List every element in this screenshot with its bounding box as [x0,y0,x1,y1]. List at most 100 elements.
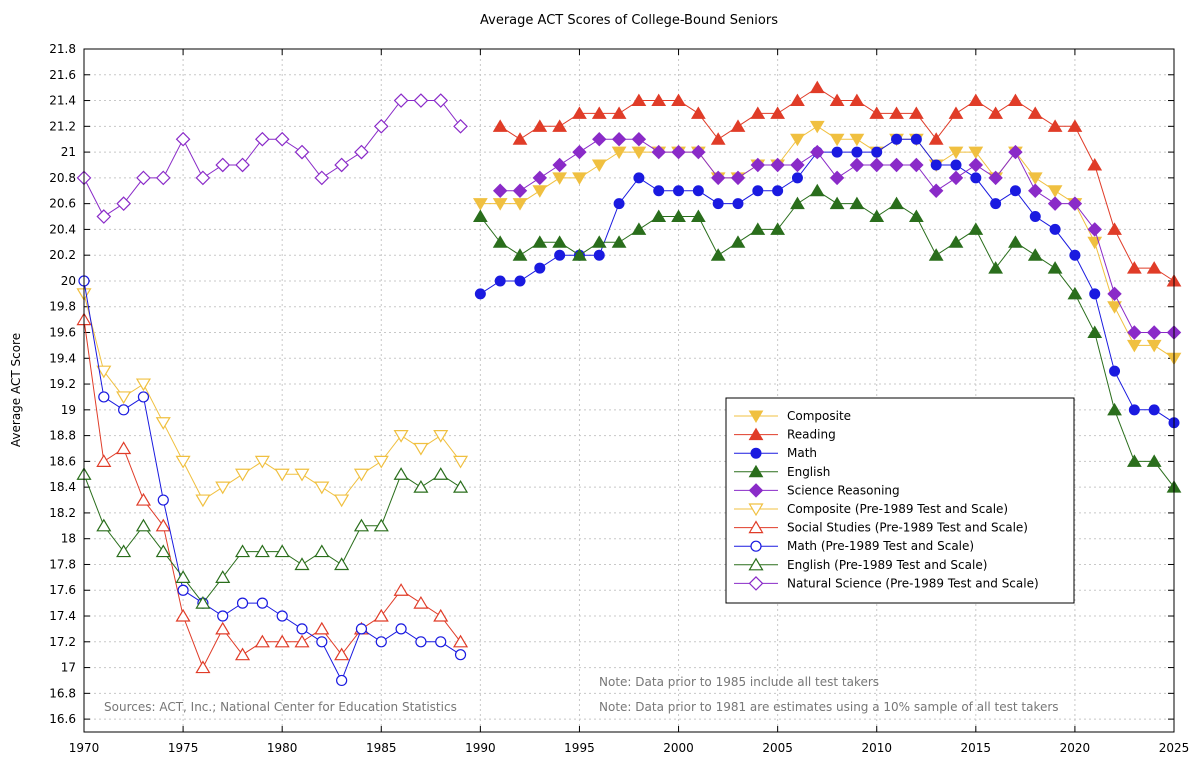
data-point [810,144,825,160]
data-point [732,198,744,210]
legend-item: Natural Science (Pre-1989 Test and Scale… [734,576,1039,591]
data-point [296,623,308,635]
data-point [254,455,270,469]
data-point [512,248,528,261]
data-point [572,172,587,185]
data-point [710,170,726,186]
data-point [334,157,349,173]
data-point [552,235,568,248]
data-point [236,597,249,609]
data-point [651,93,667,107]
data-point [710,132,726,145]
axis-ticks: 1970 1975 1980 1985 1990 1995 2000 2005 2010 2015… [49,42,1189,755]
data-point [274,131,290,147]
data-point [750,157,766,173]
series-5 [76,288,469,508]
data-point [373,455,389,469]
legend: Composite Reading Math English Science Reaso… [725,397,1075,604]
data-point [988,170,1003,186]
y-tick-label: 21 [61,145,76,159]
series-layer [76,80,1182,687]
data-point [653,185,665,197]
data-point [831,146,843,158]
data-point [772,185,784,197]
data-point [750,106,766,119]
data-point [1089,288,1101,300]
y-tick-label: 21.8 [49,42,76,56]
data-point [532,119,548,132]
data-point [849,157,865,173]
data-point [235,157,250,173]
data-point [928,183,944,198]
data-point [234,468,251,482]
data-point [849,93,865,107]
y-tick-label: 19.6 [49,326,76,340]
data-point [175,570,191,583]
data-point [730,235,746,248]
data-point [215,157,231,173]
data-point [611,132,627,147]
data-point [433,608,449,622]
data-point [554,249,566,261]
legend-marker [748,557,764,571]
y-tick-label: 19.2 [49,377,76,391]
data-point [435,636,447,648]
series-4 [492,132,1182,340]
data-point [908,209,924,223]
data-point [454,649,467,661]
data-point [1008,144,1023,160]
data-point [413,442,429,456]
data-point [1126,339,1142,353]
data-point [175,608,191,622]
data-point [195,494,211,508]
data-point [294,144,310,160]
data-point [1067,196,1083,211]
data-point [116,391,132,405]
data-point [494,275,506,287]
series-7 [78,275,467,687]
x-tick-label: 1995 [564,741,595,755]
x-tick-label: 2020 [1060,741,1091,755]
data-point [195,660,211,674]
data-point [1146,339,1162,353]
data-point [1047,185,1063,198]
data-point [671,209,686,223]
data-point [1126,261,1142,274]
data-point [532,170,548,186]
data-point [869,157,884,173]
data-point [928,132,944,145]
data-point [96,365,112,379]
data-point [472,198,488,211]
data-point [970,172,982,184]
legend-label: Science Reasoning [787,483,900,497]
data-point [136,170,151,186]
data-point [98,391,110,403]
data-point [908,106,924,119]
data-point [948,146,964,160]
data-point [137,391,150,403]
data-point [613,198,625,210]
data-point [274,544,290,558]
data-point [552,157,567,173]
data-point [452,455,469,469]
data-point [276,610,288,622]
data-point [1128,404,1140,416]
data-point [334,557,350,571]
data-point [1146,325,1162,340]
data-point [393,583,409,596]
legend-marker [748,483,764,498]
data-point [631,93,647,107]
note-1985: Note: Data prior to 1985 include all tes… [599,675,879,689]
data-point [175,455,191,469]
legend-marker [748,576,764,591]
data-point [910,133,922,145]
data-point [195,595,211,609]
data-point [433,467,449,480]
data-point [334,494,350,508]
data-point [336,674,348,687]
data-point [869,209,885,223]
data-point [849,196,865,210]
data-point [254,634,270,648]
data-point [909,157,924,173]
data-point [809,80,825,94]
